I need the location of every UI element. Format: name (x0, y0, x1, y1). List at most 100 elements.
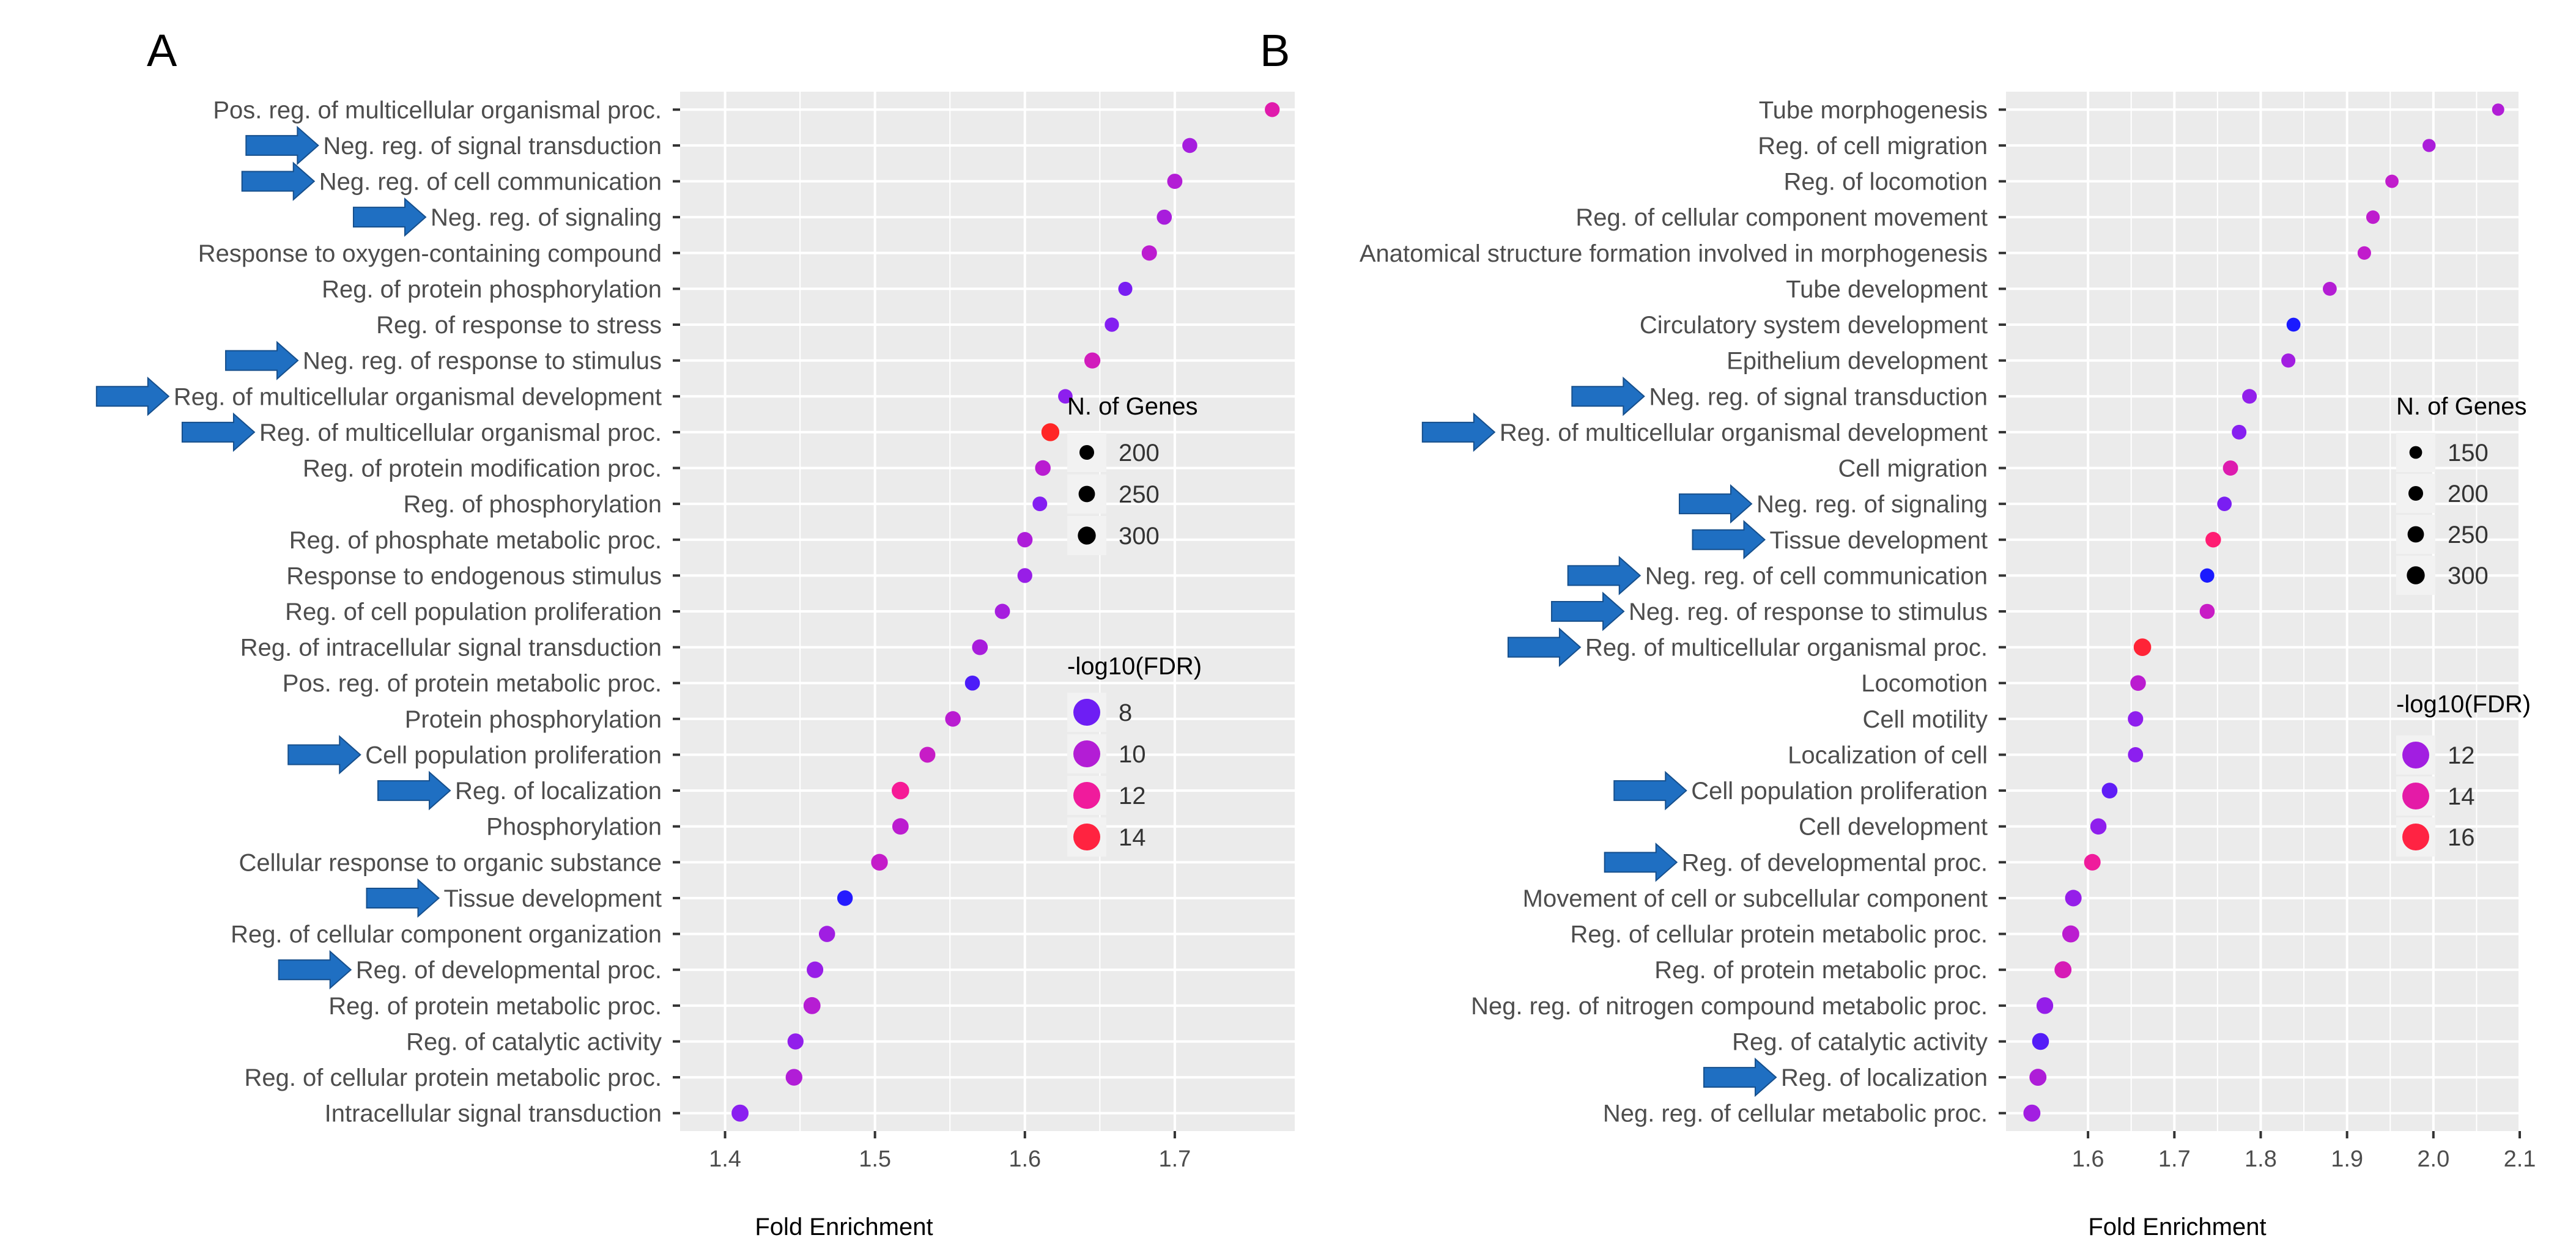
color-legend-dot (2402, 742, 2429, 769)
category-label: Reg. of protein metabolic proc. (328, 993, 662, 1020)
category-label: Reg. of multicellular organismal develop… (1500, 419, 1988, 446)
panel-a-color-legend-title: -log10(FDR) (1067, 653, 1202, 680)
category-label: Neg. reg. of response to stimulus (303, 348, 662, 375)
data-point (1017, 568, 1032, 583)
category-label: Cell population proliferation (365, 742, 662, 769)
panel-a-category-labels: Pos. reg. of multicellular organismal pr… (174, 97, 680, 1127)
color-legend-dot (1073, 824, 1100, 850)
category-label: Reg. of protein metabolic proc. (1654, 957, 1988, 984)
panel-a: A Pos. reg. of multicellular organismal … (95, 25, 1295, 1240)
category-label: Reg. of cell population proliferation (285, 599, 662, 625)
x-tick-label: 1.7 (1158, 1146, 1191, 1172)
color-legend-dot (2402, 824, 2429, 850)
data-point (837, 890, 853, 906)
panel-b-size-legend-title: N. of Genes (2396, 393, 2526, 420)
x-tick-label: 2.1 (2504, 1146, 2536, 1172)
size-legend-dot (1079, 445, 1094, 460)
highlight-arrow-icon (245, 125, 319, 166)
category-label: Epithelium development (1727, 348, 1988, 375)
size-legend-dot (2409, 446, 2422, 459)
category-label: Neg. reg. of cell communication (319, 169, 662, 196)
category-label: Reg. of protein modification proc. (303, 455, 662, 482)
category-label: Phosphorylation (486, 814, 662, 841)
panel-b-category-labels: Tube morphogenesis Reg. of cell migration… (1360, 97, 2006, 1127)
size-legend-label: 300 (1119, 523, 1160, 550)
category-label: Reg. of multicellular organismal proc. (1585, 635, 1988, 662)
data-point (919, 746, 936, 763)
data-point (1167, 174, 1183, 189)
highlight-arrow-icon (287, 735, 361, 775)
data-point (1118, 281, 1133, 296)
category-label: Reg. of phosphorylation (404, 491, 662, 518)
data-point (2242, 389, 2257, 404)
data-point (945, 711, 961, 727)
x-tick-label: 2.0 (2417, 1146, 2449, 1172)
data-point (1265, 102, 1280, 117)
category-label: Pos. reg. of protein metabolic proc. (283, 670, 662, 697)
panel-a-legends: N. of Genes 200 250 300 -log10(FDR) 8 10 12 1… (1067, 393, 1202, 857)
category-label: Reg. of multicellular organismal develop… (174, 383, 662, 410)
data-point (2366, 210, 2380, 224)
category-label: Reg. of developmental proc. (356, 957, 662, 984)
x-tick-label: 1.9 (2331, 1146, 2363, 1172)
data-point (1141, 245, 1157, 261)
data-point (2084, 853, 2101, 871)
data-point (892, 781, 909, 800)
data-point (1041, 423, 1060, 441)
data-point (2200, 568, 2215, 583)
data-point (2133, 638, 2152, 656)
category-label: Reg. of catalytic activity (1732, 1028, 1988, 1055)
category-label: Cellular response to organic substance (239, 849, 662, 876)
size-legend-label: 200 (2448, 481, 2489, 507)
panel-a-size-legend: 200 250 300 (1067, 433, 1160, 555)
highlight-arrow-icon (1692, 520, 1766, 559)
panel-a-label: A (147, 25, 177, 76)
data-point (1157, 209, 1172, 225)
size-legend-label: 150 (2448, 440, 2489, 466)
category-label: Cell population proliferation (1691, 778, 1988, 805)
highlight-arrow-icon (1613, 770, 1687, 811)
highlight-arrow-icon (1567, 556, 1641, 595)
color-legend-label: 16 (2448, 824, 2475, 851)
category-label: Reg. of cellular component organization (231, 921, 662, 948)
data-point (1058, 389, 1073, 404)
panel-a-x-ticks: 1.4 1.5 1.6 1.7 (709, 1131, 1191, 1172)
category-label: Reg. of catalytic activity (406, 1028, 662, 1055)
size-legend-label: 250 (1119, 481, 1160, 508)
category-label: Neg. reg. of cellular metabolic proc. (1603, 1100, 1988, 1127)
data-point (2217, 496, 2232, 511)
data-point (964, 675, 980, 691)
data-point (994, 603, 1010, 619)
highlight-arrow-icon (1703, 1057, 1777, 1097)
data-point (1105, 317, 1119, 332)
highlight-arrow-icon (95, 377, 170, 416)
size-legend-dot (2408, 486, 2423, 501)
highlight-arrow-icon (1421, 412, 1496, 452)
color-legend-label: 10 (1119, 741, 1146, 768)
category-label: Tissue development (444, 885, 662, 912)
highlight-arrow-icon (181, 412, 256, 452)
data-point (2492, 103, 2504, 116)
category-label: Neg. reg. of signaling (431, 204, 662, 231)
data-point (2385, 174, 2399, 188)
highlight-arrow-icon (366, 878, 440, 918)
data-point (2128, 747, 2144, 762)
highlight-arrow-icon (241, 161, 316, 201)
data-point (2101, 783, 2118, 798)
panel-a-size-legend-title: N. of Genes (1067, 393, 1197, 420)
data-point (2223, 460, 2238, 476)
x-tick-label: 1.8 (2245, 1146, 2277, 1172)
data-point (2023, 1104, 2041, 1122)
color-legend-label: 12 (2448, 742, 2475, 769)
data-point (2232, 424, 2247, 440)
color-legend-label: 8 (1119, 699, 1132, 726)
data-point (2062, 925, 2079, 943)
category-label: Reg. of intracellular signal transductio… (240, 635, 662, 662)
color-legend-dot (2402, 783, 2429, 809)
category-label: Pos. reg. of multicellular organismal pr… (213, 97, 662, 123)
panel-b-x-ticks: 1.6 1.7 1.8 1.9 2.0 2.1 (2072, 1131, 2536, 1172)
category-label: Reg. of multicellular organismal proc. (259, 419, 662, 446)
data-point (731, 1104, 749, 1122)
x-tick-label: 1.5 (859, 1146, 891, 1172)
